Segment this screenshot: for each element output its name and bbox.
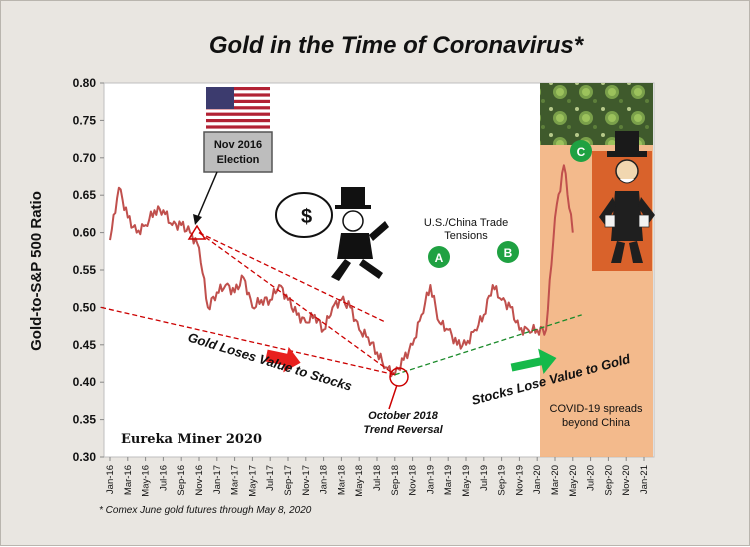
gold-sp500-ratio-line [109, 164, 574, 378]
x-tick-label: May-20 [568, 465, 579, 497]
marker-c-label: C [577, 145, 586, 159]
x-tick-label: Nov-18 [408, 465, 419, 496]
svg-text:$: $ [301, 206, 312, 228]
x-tick-label: Jan-18 [319, 465, 330, 494]
y-tick-label: 0.45 [73, 338, 97, 352]
x-tick-label: Jan-21 [639, 465, 650, 494]
trade-tensions-label: U.S./China Trade Tensions [424, 217, 508, 242]
x-tick-label: Jan-20 [532, 465, 543, 494]
election-pointer-head [193, 214, 202, 225]
covid-label: COVID-19 spreads beyond China [550, 403, 643, 429]
up-arrow-icon [510, 348, 557, 375]
watermark: Eureka Miner 2020 [121, 432, 262, 447]
x-tick-label: Jan-17 [212, 465, 223, 494]
monopoly-man-broke-icon [592, 131, 655, 271]
x-tick-label: May-19 [461, 465, 472, 497]
x-tick-label: Jul-17 [265, 465, 276, 491]
reversal-pointer [388, 384, 398, 410]
us-flag-icon [206, 87, 270, 129]
x-tick-label: Sep-16 [176, 465, 187, 496]
trend-reversal-label: October 2018 Trend Reversal [363, 410, 443, 436]
x-tick-label: Sep-20 [603, 465, 614, 496]
trend-line [198, 232, 396, 376]
x-tick-label: Mar-18 [336, 465, 347, 495]
nov-2016-triangle-marker [187, 224, 207, 240]
marker-a: A [428, 246, 450, 268]
election-callout: Nov 2016 Election [203, 131, 273, 173]
election-label: Nov 2016 Election [214, 139, 262, 166]
marker-b-label: B [504, 246, 513, 260]
y-tick-label: 0.80 [73, 76, 97, 90]
x-tick-label: Jul-20 [586, 465, 597, 491]
x-tick-label: Mar-19 [443, 465, 454, 495]
x-tick-label: Nov-19 [514, 465, 525, 496]
y-tick-label: 0.65 [73, 188, 97, 202]
x-tick-label: Jan-16 [105, 465, 116, 494]
x-tick-label: Jul-18 [372, 465, 383, 491]
oct-2018-circle-marker [389, 367, 409, 387]
marker-c: C [570, 140, 592, 162]
x-tick-label: May-18 [354, 465, 365, 497]
trend-line [100, 306, 395, 376]
x-tick-label: Jan-19 [425, 465, 436, 494]
marker-a-label: A [435, 251, 444, 265]
x-tick-label: Nov-17 [301, 465, 312, 496]
x-tick-label: Mar-16 [123, 465, 134, 495]
trend-lines [100, 232, 582, 376]
trend-line [394, 314, 582, 376]
x-tick-label: May-17 [247, 465, 258, 497]
monopoly-man-running-icon: $ [275, 187, 389, 281]
y-tick-label: 0.40 [73, 375, 97, 389]
y-tick-label: 0.50 [73, 300, 97, 314]
x-tick-label: Sep-17 [283, 465, 294, 496]
chart-title: Gold in the Time of Coronavirus* [209, 32, 585, 59]
y-tick-label: 0.55 [73, 263, 97, 277]
y-tick-label: 0.70 [73, 151, 97, 165]
y-tick-label: 0.75 [73, 113, 97, 127]
x-tick-label: Nov-16 [194, 465, 205, 496]
x-tick-label: Mar-17 [230, 465, 241, 495]
x-tick-label: Jul-19 [479, 465, 490, 491]
x-tick-label: Jul-16 [158, 465, 169, 491]
trend-line [198, 232, 387, 323]
x-tick-label: Nov-20 [621, 465, 632, 496]
y-tick-label: 0.30 [73, 450, 97, 464]
marker-b: B [497, 241, 519, 263]
x-axis: Jan-16 Mar-16 May-16 Jul-16 Sep-16 Nov-16 Jan-… [105, 457, 650, 497]
y-axis-title: Gold-to-S&P 500 Ratio [28, 191, 45, 351]
x-tick-label: Sep-18 [390, 465, 401, 496]
x-tick-label: May-16 [141, 465, 152, 497]
y-tick-label: 0.35 [73, 413, 97, 427]
election-pointer [196, 171, 218, 220]
x-tick-label: Mar-20 [550, 465, 561, 495]
y-tick-label: 0.60 [73, 226, 97, 240]
down-arrow-icon [265, 346, 301, 373]
footnote: * Comex June gold futures through May 8,… [99, 505, 312, 516]
y-axis: 0.80 0.75 0.70 0.65 0.60 0.55 0.50 0.45 0.40 0.35… [73, 76, 104, 464]
x-tick-label: Sep-19 [497, 465, 508, 496]
